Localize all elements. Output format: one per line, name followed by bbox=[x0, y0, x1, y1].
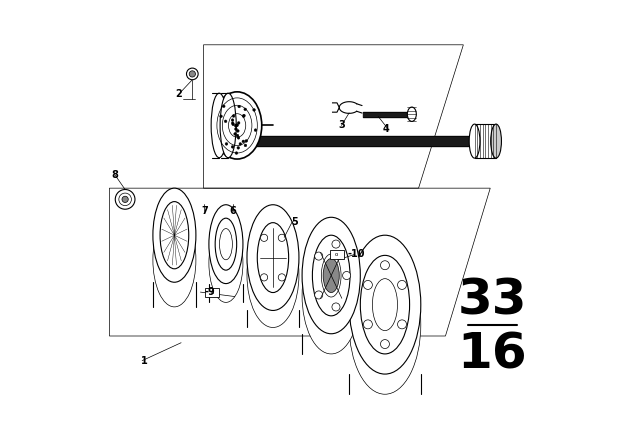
Ellipse shape bbox=[211, 93, 227, 158]
Circle shape bbox=[231, 146, 234, 148]
Text: 6: 6 bbox=[229, 207, 236, 216]
Circle shape bbox=[243, 115, 245, 117]
Circle shape bbox=[315, 252, 323, 260]
Circle shape bbox=[223, 105, 225, 108]
Ellipse shape bbox=[469, 124, 480, 158]
Circle shape bbox=[235, 128, 237, 130]
Text: -9: -9 bbox=[205, 287, 216, 297]
Circle shape bbox=[234, 133, 236, 135]
Ellipse shape bbox=[247, 205, 299, 310]
Ellipse shape bbox=[247, 222, 299, 327]
Ellipse shape bbox=[321, 254, 341, 297]
Text: o: o bbox=[211, 289, 214, 295]
Text: 3: 3 bbox=[338, 121, 345, 130]
Circle shape bbox=[332, 303, 340, 311]
Circle shape bbox=[239, 142, 242, 145]
Circle shape bbox=[234, 125, 237, 127]
Circle shape bbox=[235, 152, 238, 155]
Circle shape bbox=[260, 234, 268, 241]
Circle shape bbox=[243, 114, 245, 117]
Circle shape bbox=[315, 291, 323, 299]
Circle shape bbox=[235, 124, 237, 126]
Circle shape bbox=[342, 271, 351, 280]
Circle shape bbox=[236, 124, 239, 127]
Ellipse shape bbox=[312, 235, 350, 316]
Text: -10: -10 bbox=[348, 250, 365, 259]
Circle shape bbox=[231, 122, 234, 125]
Ellipse shape bbox=[349, 235, 421, 374]
Circle shape bbox=[237, 121, 240, 124]
Circle shape bbox=[245, 140, 248, 142]
Circle shape bbox=[220, 115, 222, 118]
Circle shape bbox=[364, 280, 372, 289]
Circle shape bbox=[237, 137, 240, 139]
Ellipse shape bbox=[215, 218, 237, 270]
Circle shape bbox=[231, 119, 234, 121]
Text: 5: 5 bbox=[291, 217, 298, 227]
Circle shape bbox=[278, 234, 285, 241]
Circle shape bbox=[244, 108, 246, 111]
Ellipse shape bbox=[160, 202, 189, 269]
Circle shape bbox=[397, 280, 406, 289]
Ellipse shape bbox=[302, 237, 360, 354]
Text: 16: 16 bbox=[458, 331, 527, 379]
Ellipse shape bbox=[153, 213, 196, 307]
Circle shape bbox=[122, 196, 128, 202]
Circle shape bbox=[189, 71, 195, 77]
Ellipse shape bbox=[209, 205, 243, 284]
Ellipse shape bbox=[372, 279, 397, 331]
Ellipse shape bbox=[302, 217, 360, 334]
Text: 2: 2 bbox=[175, 89, 182, 99]
Circle shape bbox=[236, 134, 239, 137]
Circle shape bbox=[115, 190, 135, 209]
Ellipse shape bbox=[209, 224, 243, 302]
Circle shape bbox=[278, 274, 285, 281]
Ellipse shape bbox=[407, 107, 416, 121]
Text: 8: 8 bbox=[111, 170, 118, 180]
Ellipse shape bbox=[220, 93, 236, 158]
Circle shape bbox=[380, 261, 390, 270]
Text: 4: 4 bbox=[383, 124, 390, 134]
Circle shape bbox=[332, 240, 340, 248]
Circle shape bbox=[232, 123, 235, 126]
Ellipse shape bbox=[349, 255, 421, 394]
Circle shape bbox=[238, 105, 241, 108]
Circle shape bbox=[260, 274, 268, 281]
Circle shape bbox=[254, 129, 257, 131]
Ellipse shape bbox=[323, 258, 339, 293]
Circle shape bbox=[186, 68, 198, 80]
Circle shape bbox=[364, 320, 372, 329]
Circle shape bbox=[237, 146, 239, 149]
FancyBboxPatch shape bbox=[205, 288, 219, 297]
Text: 33: 33 bbox=[458, 277, 527, 325]
Circle shape bbox=[253, 108, 255, 111]
FancyBboxPatch shape bbox=[330, 250, 344, 259]
Ellipse shape bbox=[153, 188, 196, 282]
Circle shape bbox=[224, 120, 227, 123]
Circle shape bbox=[237, 129, 239, 132]
Ellipse shape bbox=[257, 223, 289, 293]
Circle shape bbox=[225, 142, 228, 145]
Circle shape bbox=[380, 340, 390, 349]
Circle shape bbox=[119, 193, 131, 206]
Ellipse shape bbox=[491, 124, 502, 158]
Circle shape bbox=[232, 115, 235, 117]
Ellipse shape bbox=[360, 255, 410, 354]
Circle shape bbox=[244, 144, 247, 147]
Circle shape bbox=[242, 140, 244, 143]
Text: 1: 1 bbox=[141, 356, 147, 366]
Ellipse shape bbox=[212, 92, 262, 159]
Text: 7: 7 bbox=[201, 206, 208, 215]
Text: o: o bbox=[335, 252, 339, 257]
Circle shape bbox=[397, 320, 406, 329]
